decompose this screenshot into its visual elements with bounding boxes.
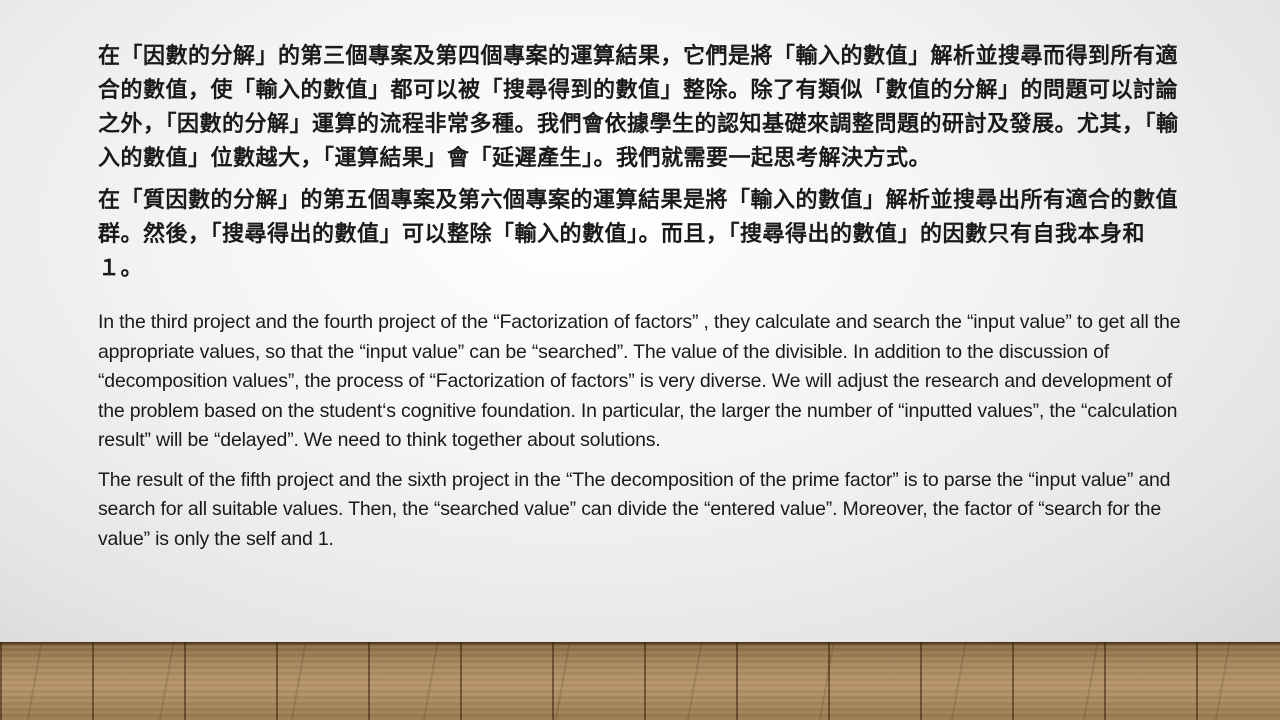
english-paragraph-1: In the third project and the fourth proj… [98,311,1181,451]
wood-floor-decoration [0,642,1280,720]
slide-background [0,0,1280,642]
english-paragraph-2: The result of the fifth project and the … [98,468,1171,550]
slide-body: 在「因數的分解」的第三個專案及第四個專案的運算結果，它們是將「輸入的數值」解析並… [98,40,1188,564]
chinese-paragraph-2: 在「質因數的分解」的第五個專案及第六個專案的運算結果是將「輸入的數值」解析並搜尋… [98,188,1179,281]
chinese-paragraph-1: 在「因數的分解」的第三個專案及第四個專案的運算結果，它們是將「輸入的數值」解析並… [98,44,1179,171]
